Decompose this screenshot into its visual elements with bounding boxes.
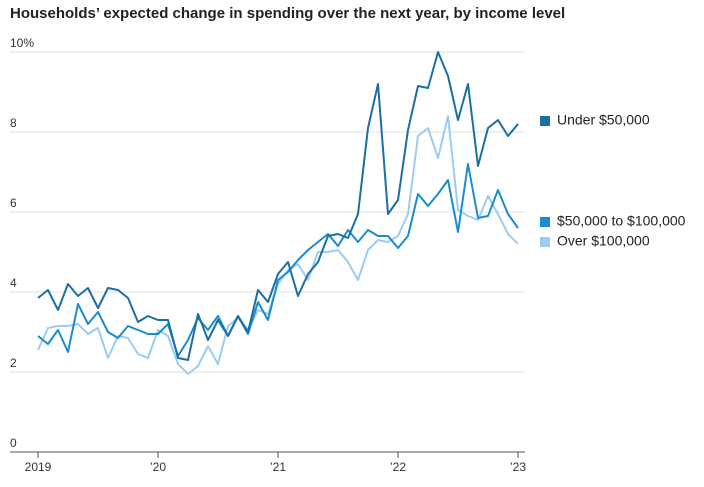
y-tick-label: 6 [10, 196, 17, 210]
series-line [37, 163, 519, 357]
y-tick-label: 0 [10, 436, 17, 450]
series-line [37, 115, 519, 375]
y-tick-label: 8 [10, 116, 17, 130]
series-line [37, 51, 519, 361]
x-tick-label: ’20 [150, 460, 166, 474]
legend-swatch [540, 116, 550, 126]
legend-label: $50,000 to $100,000 [557, 213, 686, 229]
y-tick-label: 4 [10, 276, 17, 290]
legend-label: Over $100,000 [557, 233, 650, 249]
x-tick-label: ’23 [510, 460, 526, 474]
legend-swatch [540, 237, 550, 247]
y-tick-label: 10% [10, 36, 34, 50]
x-tick-label: ’21 [270, 460, 286, 474]
legend-label: Under $50,000 [557, 112, 650, 128]
x-tick-label: 2019 [25, 460, 52, 474]
x-tick-label: ’22 [390, 460, 406, 474]
chart-title: Households’ expected change in spending … [10, 5, 565, 22]
legend-swatch [540, 217, 550, 227]
y-tick-label: 2 [10, 356, 17, 370]
